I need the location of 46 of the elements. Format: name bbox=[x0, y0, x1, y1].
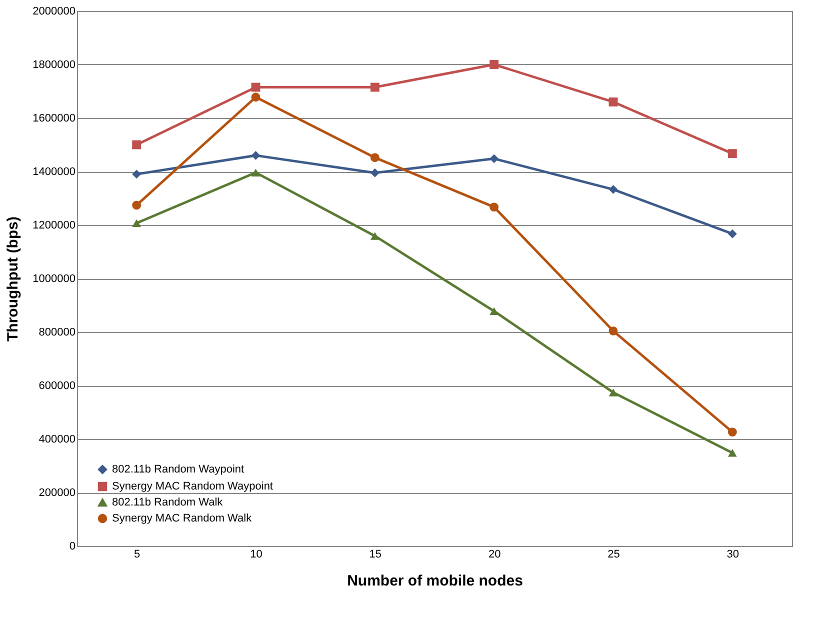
y-tick-label: 1200000 bbox=[32, 220, 76, 232]
point bbox=[608, 97, 618, 106]
point bbox=[728, 449, 737, 457]
point bbox=[370, 168, 380, 178]
legend-label: Synergy MAC Random Walk bbox=[112, 512, 252, 524]
point bbox=[132, 140, 142, 150]
point bbox=[132, 200, 142, 210]
point bbox=[370, 153, 380, 162]
x-tick-label: 30 bbox=[726, 548, 740, 560]
y-tick-label: 200000 bbox=[38, 487, 76, 499]
y-tick-label: 400000 bbox=[38, 434, 76, 446]
y-tick-label: 1400000 bbox=[32, 166, 76, 178]
point bbox=[490, 154, 499, 164]
point bbox=[251, 150, 260, 160]
point bbox=[728, 229, 737, 238]
point bbox=[251, 92, 260, 102]
y-tick-label: 1600000 bbox=[32, 112, 76, 124]
x-tick-label: 20 bbox=[488, 548, 501, 560]
x-tick-label: 25 bbox=[608, 548, 620, 560]
x-tick-label: 15 bbox=[369, 548, 382, 560]
point bbox=[608, 388, 618, 396]
point bbox=[728, 428, 737, 437]
y-tick-label: 0 bbox=[69, 540, 76, 552]
point bbox=[728, 149, 737, 158]
point bbox=[608, 184, 618, 194]
point bbox=[370, 82, 380, 92]
legend-label: 802.11b Random Walk bbox=[112, 496, 224, 508]
y-tick-label: 1800000 bbox=[32, 59, 76, 71]
y-tick-label: 800000 bbox=[38, 326, 76, 338]
y-tick-label: 600000 bbox=[38, 380, 76, 392]
point bbox=[370, 232, 380, 240]
y-axis-title: Throughput (bps) bbox=[4, 216, 22, 342]
point bbox=[251, 82, 260, 92]
point bbox=[132, 219, 142, 227]
x-tick-label: 5 bbox=[134, 548, 140, 560]
legend-label: 802.11b Random Waypoint bbox=[112, 464, 244, 476]
point bbox=[490, 60, 499, 69]
legend-label: Synergy MAC Random Waypoint bbox=[112, 480, 273, 492]
point bbox=[132, 170, 142, 179]
point bbox=[608, 326, 618, 336]
y-tick-label: 1000000 bbox=[32, 273, 76, 285]
y-tick-label: 2000000 bbox=[32, 6, 76, 18]
point bbox=[490, 202, 499, 212]
x-tick-label: 10 bbox=[250, 548, 262, 560]
point bbox=[251, 168, 260, 176]
x-axis-title: Number of mobile nodes bbox=[347, 572, 523, 590]
